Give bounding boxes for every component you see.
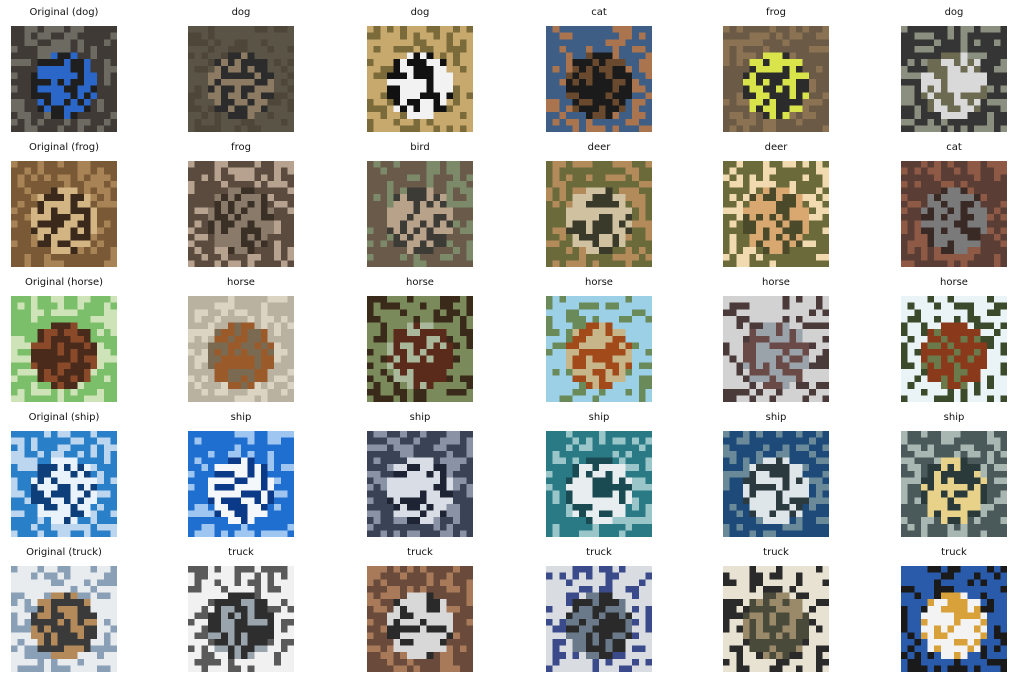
match-image-panel: ship	[519, 411, 679, 541]
match-label: ship	[765, 412, 787, 423]
match-image-panel: horse	[519, 276, 679, 406]
match-thumbnail	[367, 161, 473, 267]
match-thumbnail	[546, 566, 652, 672]
match-image-panel: horse	[340, 276, 500, 406]
match-thumbnail	[188, 566, 294, 672]
query-image-panel: Original (ship)	[0, 411, 144, 541]
match-image-panel: ship	[696, 411, 856, 541]
match-label: horse	[762, 277, 790, 288]
match-label: truck	[586, 547, 612, 558]
match-image-panel: truck	[696, 546, 856, 676]
match-label: dog	[944, 7, 964, 18]
query-thumbnail	[11, 296, 117, 402]
match-label: deer	[764, 142, 788, 153]
match-label: horse	[227, 277, 255, 288]
match-thumbnail	[546, 431, 652, 537]
match-image-panel: bird	[340, 141, 500, 271]
match-label: truck	[941, 547, 967, 558]
match-label: cat	[591, 7, 607, 18]
match-thumbnail	[367, 566, 473, 672]
match-thumbnail	[901, 566, 1007, 672]
match-thumbnail	[723, 296, 829, 402]
match-image-panel: truck	[874, 546, 1017, 676]
match-image-panel: ship	[340, 411, 500, 541]
match-image-panel: frog	[161, 141, 321, 271]
match-image-panel: dog	[161, 6, 321, 136]
match-label: horse	[940, 277, 968, 288]
match-image-panel: truck	[519, 546, 679, 676]
query-image-panel: Original (horse)	[0, 276, 144, 406]
match-label: ship	[409, 412, 431, 423]
query-label: Original (truck)	[26, 547, 102, 558]
match-thumbnail	[546, 26, 652, 132]
match-label: bird	[410, 142, 430, 153]
match-image-panel: frog	[696, 6, 856, 136]
match-label: truck	[407, 547, 433, 558]
match-thumbnail	[367, 296, 473, 402]
match-label: ship	[230, 412, 252, 423]
match-image-panel: horse	[696, 276, 856, 406]
match-image-panel: deer	[519, 141, 679, 271]
match-thumbnail	[188, 26, 294, 132]
query-image-panel: Original (frog)	[0, 141, 144, 271]
match-image-panel: horse	[161, 276, 321, 406]
match-label: dog	[410, 7, 430, 18]
match-label: dog	[231, 7, 251, 18]
match-label: horse	[585, 277, 613, 288]
match-thumbnail	[188, 431, 294, 537]
match-image-panel: deer	[696, 141, 856, 271]
match-image-panel: ship	[161, 411, 321, 541]
match-thumbnail	[367, 26, 473, 132]
query-image-panel: Original (dog)	[0, 6, 144, 136]
match-image-panel: dog	[340, 6, 500, 136]
match-label: frog	[766, 7, 786, 18]
match-label: ship	[943, 412, 965, 423]
match-thumbnail	[723, 566, 829, 672]
match-thumbnail	[901, 161, 1007, 267]
match-thumbnail	[546, 161, 652, 267]
match-thumbnail	[901, 296, 1007, 402]
query-thumbnail	[11, 431, 117, 537]
match-image-panel: cat	[519, 6, 679, 136]
match-label: horse	[406, 277, 434, 288]
query-label: Original (dog)	[29, 7, 99, 18]
match-image-panel: cat	[874, 141, 1017, 271]
match-label: cat	[946, 142, 962, 153]
match-thumbnail	[723, 431, 829, 537]
match-label: frog	[231, 142, 251, 153]
match-label: truck	[763, 547, 789, 558]
match-image-panel: truck	[161, 546, 321, 676]
match-thumbnail	[901, 431, 1007, 537]
match-thumbnail	[901, 26, 1007, 132]
query-thumbnail	[11, 161, 117, 267]
query-thumbnail	[11, 566, 117, 672]
match-thumbnail	[188, 161, 294, 267]
match-image-panel: ship	[874, 411, 1017, 541]
query-label: Original (horse)	[24, 277, 104, 288]
match-image-panel: truck	[340, 546, 500, 676]
match-thumbnail	[367, 431, 473, 537]
match-thumbnail	[723, 26, 829, 132]
match-label: ship	[588, 412, 610, 423]
query-label: Original (ship)	[28, 412, 100, 423]
match-thumbnail	[723, 161, 829, 267]
match-label: truck	[228, 547, 254, 558]
match-label: deer	[587, 142, 611, 153]
query-thumbnail	[11, 26, 117, 132]
match-image-panel: horse	[874, 276, 1017, 406]
query-image-panel: Original (truck)	[0, 546, 144, 676]
match-image-panel: dog	[874, 6, 1017, 136]
match-thumbnail	[546, 296, 652, 402]
match-thumbnail	[188, 296, 294, 402]
query-label: Original (frog)	[29, 142, 99, 153]
